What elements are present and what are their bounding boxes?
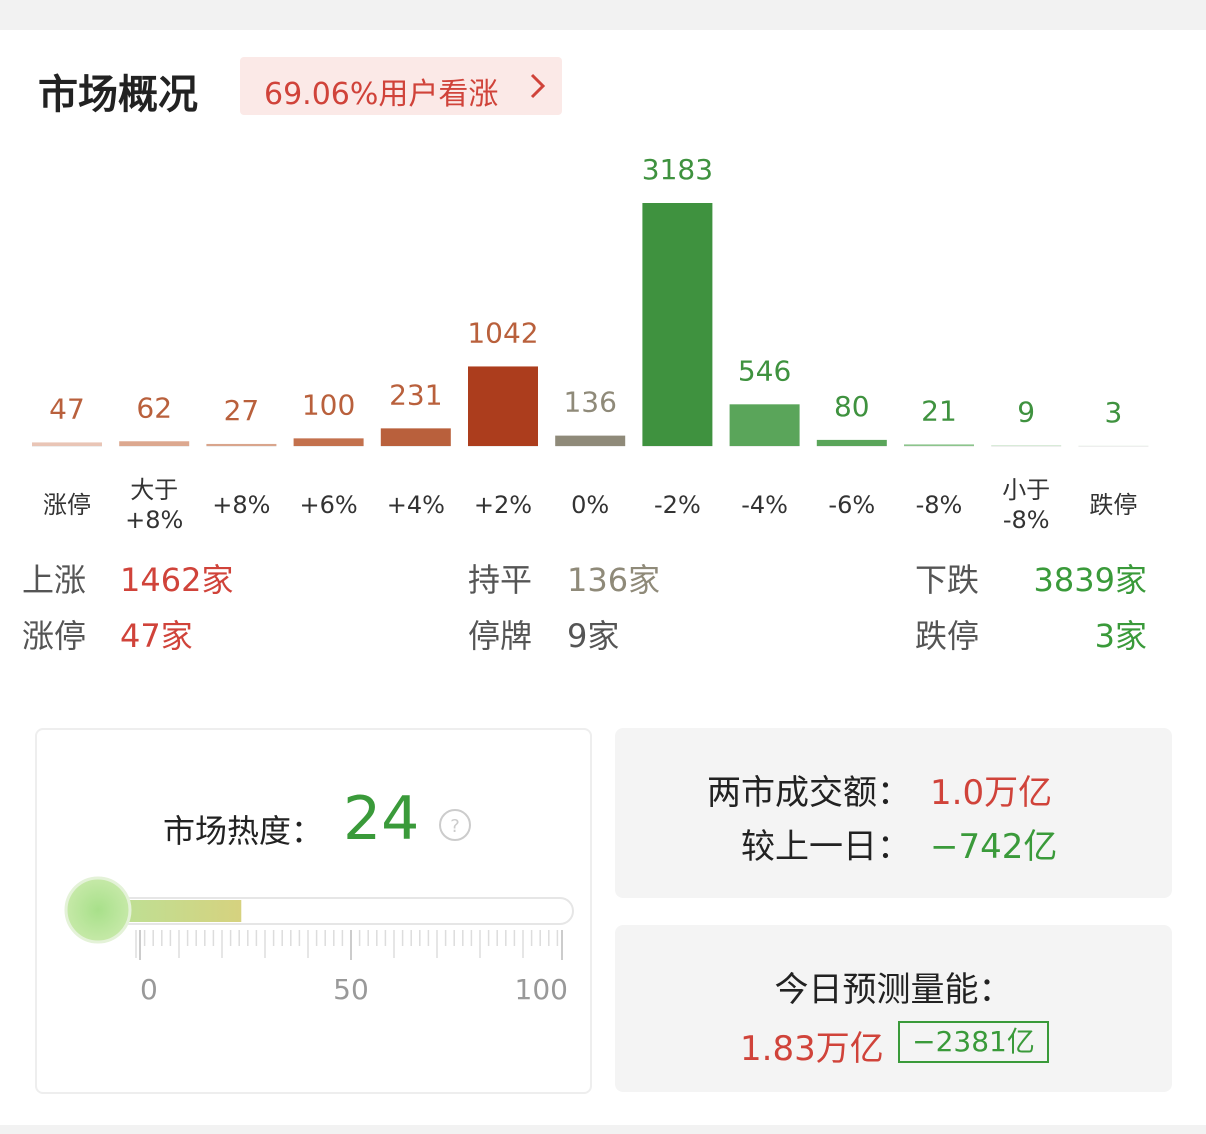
summary-label: 跌停 [915, 617, 980, 655]
sentiment-badge[interactable]: 69.06%用户看涨 [240, 57, 562, 115]
bar [119, 441, 190, 446]
bar [555, 435, 626, 446]
turnover-change: −742亿 [930, 827, 1058, 867]
category-label: +8% [212, 491, 271, 519]
bar [904, 444, 974, 446]
chevron [530, 73, 546, 99]
turnover-value: 1.0万亿 [930, 773, 1053, 813]
bar [729, 404, 800, 446]
heat-card [35, 728, 592, 1094]
turnover-card [615, 728, 1172, 898]
category-label: +4% [386, 491, 445, 519]
gauge-tick-label: 50 [333, 973, 369, 1006]
value-label: 3183 [642, 153, 713, 186]
forecast-label: 今日预测量能： [774, 970, 1013, 1010]
turnover-change-label: 较上一日： [741, 827, 911, 867]
bar [293, 438, 364, 446]
value-label: 546 [738, 354, 791, 387]
turnover-label: 两市成交额： [707, 773, 911, 813]
minor-ticks [135, 930, 559, 958]
value-label: 21 [921, 394, 957, 427]
value-label: 1042 [467, 316, 538, 349]
value-label: 231 [389, 378, 442, 411]
summary-value: 9家 [567, 617, 620, 655]
value-label: 3 [1104, 396, 1122, 429]
value-label: 80 [834, 390, 870, 423]
title: 市场概况 [38, 72, 198, 118]
value-label: 27 [224, 394, 260, 427]
category-label: 跌停 [1089, 491, 1138, 519]
summary-label: 上涨 [22, 561, 87, 599]
badge-text: 69.06%用户看涨 [264, 77, 499, 112]
forecast-value: 1.83万亿 [740, 1029, 884, 1069]
bar [380, 428, 451, 446]
category-label: 小于 -8% [1002, 476, 1051, 534]
category-label: 大于 +8% [125, 476, 184, 534]
summary-value: 3家 [1094, 617, 1147, 655]
category-label: 涨停 [43, 491, 91, 519]
category-label: -4% [741, 491, 788, 519]
summary-label: 下跌 [915, 561, 980, 599]
heat-gauge: 0 50 100 [64, 876, 574, 1006]
svg-text:?: ? [450, 816, 460, 837]
gauge-bulb [64, 876, 132, 944]
summary-label: 停牌 [468, 617, 533, 655]
value-label: 62 [136, 391, 172, 424]
value-label: 100 [302, 388, 355, 421]
forecast-card [615, 925, 1172, 1092]
heat-label: 市场热度： [163, 812, 324, 850]
summary-value: 3839家 [1033, 561, 1147, 599]
summary-value: 136家 [567, 561, 661, 599]
summary-label: 涨停 [22, 617, 87, 655]
value-label: 136 [563, 386, 616, 419]
bottom-band [0, 1125, 1206, 1134]
category-label: -8% [915, 491, 963, 519]
summary-label: 持平 [468, 561, 533, 599]
bar [468, 366, 538, 446]
forecast-change: −2381亿 [898, 1021, 1049, 1063]
category-label: +2% [473, 491, 533, 519]
value-label: 9 [1017, 395, 1035, 428]
bar [32, 442, 102, 446]
help-icon[interactable]: ? [438, 808, 472, 842]
category-label: -6% [828, 491, 876, 519]
summary-value: 47家 [120, 617, 193, 655]
bar [991, 445, 1062, 446]
category-label: 0% [571, 491, 610, 519]
bar-chart: 47 62 27 100 231 1042 136 3183 546 80 21 9 3 [32, 153, 1149, 447]
top-band [0, 0, 1206, 30]
category-label: +6% [299, 491, 358, 519]
category-label: -2% [654, 491, 701, 519]
gauge-tick-label: 100 [515, 973, 568, 1006]
heat-value: 24 [343, 784, 420, 854]
bar [206, 443, 277, 446]
value-label: 47 [49, 392, 85, 425]
bar [816, 439, 887, 446]
gauge-tick-label: 0 [140, 973, 158, 1006]
summary-value: 1462家 [120, 561, 234, 599]
bar [642, 203, 713, 446]
